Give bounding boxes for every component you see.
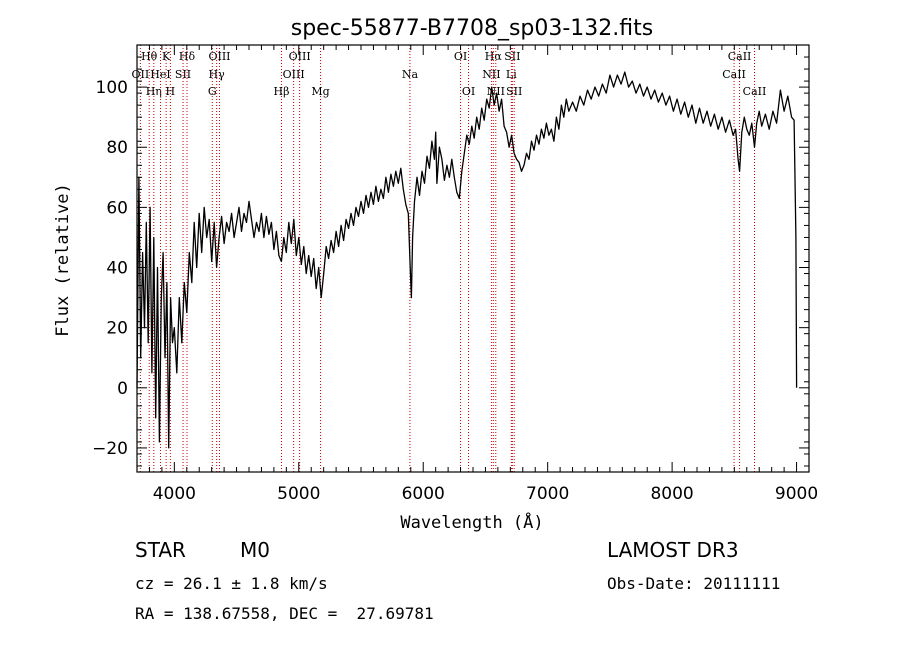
x-axis-label: Wavelength (Å) [400,511,543,533]
spectral-line-label: Hβ [274,85,290,98]
y-tick-label: 20 [106,319,128,339]
object-class: STAR [135,538,186,562]
y-tick-label: 0 [117,379,128,399]
spectral-line-label: Hδ [179,50,196,63]
spectral-line-label: Na [402,68,419,81]
spectral-line-label: HeI [150,68,170,81]
spectral-line-label: Hα [485,50,503,63]
spectral-line-label: K [162,50,171,63]
x-tick-label: 6000 [402,484,445,504]
spectral-line-label: SII [175,68,191,81]
object-subclass: M0 [240,538,270,562]
spectral-line-label: OIII [208,50,230,63]
spectrum-chart: spec-55877-B7708_sp03-132.fits HθOIIHηKH… [53,16,818,533]
spectral-line-label: OIII [289,50,311,63]
spectral-line-label: NII [482,68,500,81]
observation-date: Obs-Date: 20111111 [607,574,781,593]
ra-dec-coordinates: RA = 138.67558, DEC = 27.69781 [135,604,434,623]
y-tick-label: 100 [96,78,128,98]
spectral-line-label: Hγ [209,68,226,81]
y-tick-label: 60 [106,198,128,218]
spectral-line-label: Hη [146,85,162,98]
y-tick-label: −20 [92,439,128,459]
spectral-line-label: CaII [722,68,746,81]
x-tick-label: 9000 [775,484,818,504]
chart-title: spec-55877-B7708_sp03-132.fits [291,16,654,41]
spectral-line-label: SII [504,50,520,63]
spectrum-series-line [136,71,798,449]
x-tick-label: 5000 [277,484,320,504]
spectral-line-label: G [208,85,217,98]
redshift-velocity: cz = 26.1 ± 1.8 km/s [135,574,328,593]
spectral-line-label: H [166,85,176,98]
plot-frame [136,44,810,473]
spectral-line-label: Li [506,68,517,81]
y-tick-label: 40 [106,259,128,279]
spectral-line-label: OIII [283,68,305,81]
y-axis-label: Flux (relative) [53,183,73,337]
spectral-line-label: CaII [743,85,767,98]
spectral-line-label: CaII [728,50,752,63]
spectral-line-label: SII [506,85,522,98]
spectral-line-label: OI [454,50,467,63]
x-tick-label: 7000 [526,484,569,504]
y-tick-label: 80 [106,138,128,158]
spectral-line-label: Hθ [141,50,158,63]
x-tick-label: 8000 [650,484,693,504]
spectral-line-label: Mg [311,85,329,98]
spectral-line-label: OI [462,85,475,98]
survey-name: LAMOST DR3 [607,538,739,562]
spectral-line-label: OII [132,68,150,81]
x-tick-label: 4000 [153,484,196,504]
